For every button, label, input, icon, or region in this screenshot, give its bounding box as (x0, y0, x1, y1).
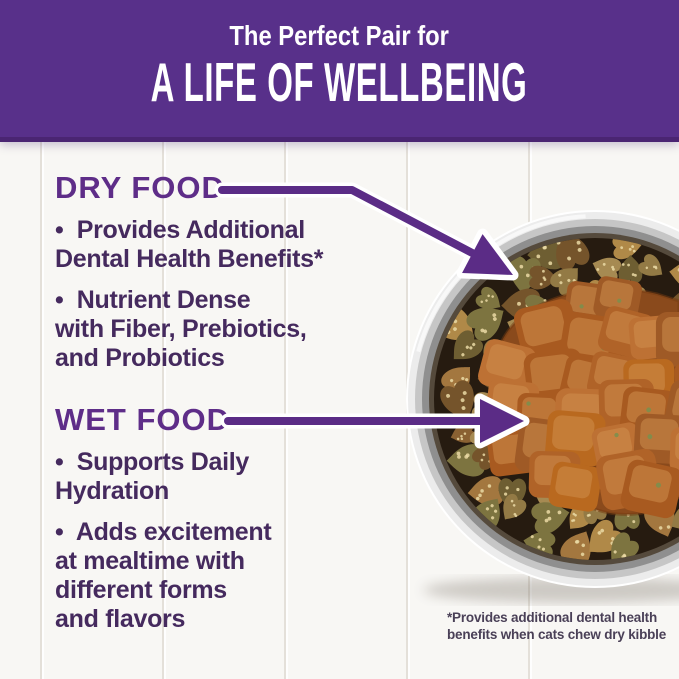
banner-subtitle: The Perfect Pair for (229, 20, 450, 51)
dry-food-bullet-dental: • Provides Additional Dental Health Benef… (55, 216, 324, 273)
footnote-disclaimer: *Provides additional dental health benefi… (447, 610, 667, 642)
wet-food-heading: WET FOOD (55, 402, 231, 437)
wet-food-bullet-excitement: • Adds excitement at mealtime with differe… (55, 518, 272, 633)
dry-food-heading: DRY FOOD (55, 170, 225, 205)
dry-food-section: DRY FOOD • Provides Additional Dental Hea… (55, 172, 425, 373)
dry-food-bullet-nutrient: • Nutrient Dense with Fiber, Prebiotics, a… (55, 286, 307, 372)
wet-food-section: WET FOOD • Supports Daily Hydration • Add… (55, 404, 425, 634)
header-banner: The Perfect Pair for A LIFE OF WELLBEING (0, 0, 679, 142)
wet-food-bullet-hydration: • Supports Daily Hydration (55, 448, 249, 505)
banner-title: A LIFE OF WELLBEING (151, 50, 528, 113)
